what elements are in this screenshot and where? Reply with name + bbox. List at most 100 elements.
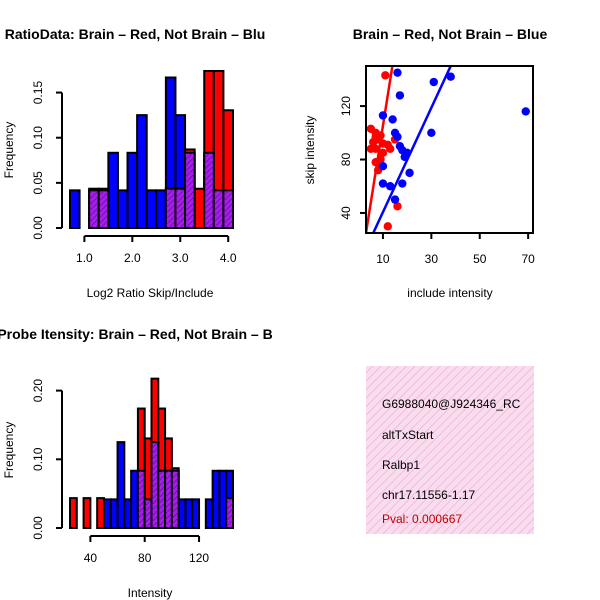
not-brain-bar — [126, 151, 139, 230]
overlap-bar-hatch — [223, 190, 233, 228]
not-brain-point — [390, 195, 400, 204]
gene-name: Ralbp1 — [382, 458, 420, 472]
probe-intensity-title: Probe Itensity: Brain – Red, Not Brain –… — [0, 326, 273, 342]
y-tick-label: 0.00 — [31, 516, 45, 540]
intensity-scatter-axes: 10 30 50 70 40 80 120 — [339, 65, 535, 266]
intensity-scatter-ylabel: skip intensity — [303, 116, 317, 185]
not-brain-bar — [69, 189, 81, 230]
y-tick-label: 80 — [339, 153, 353, 167]
brain-point — [386, 144, 395, 154]
brain-bar — [69, 497, 78, 530]
info-panel: G6988040@J924346_RC altTxStart Ralbp1 ch… — [366, 366, 534, 534]
overlap-bar-hatch — [204, 152, 214, 228]
y-tick-label: 40 — [339, 206, 353, 220]
genomic-location: chr17.11556-1.17 — [382, 488, 476, 502]
x-tick-label: 80 — [138, 551, 152, 565]
intensity-scatter-xlabel: include intensity — [407, 286, 492, 300]
ratio-histogram-ylabel: Frequency — [2, 122, 16, 179]
probe-intensity-bars — [69, 377, 234, 530]
overlap-bar-hatch — [144, 499, 152, 528]
not-brain-fit-line — [372, 66, 452, 233]
y-tick-label: 0.10 — [31, 126, 45, 150]
y-tick-label: 120 — [339, 96, 353, 116]
ratio-histogram-title: RatioData: Brain – Red, Not Brain – Blu — [5, 26, 266, 42]
x-tick-label: 120 — [189, 551, 209, 565]
probe-intensity-histogram: Probe Itensity: Brain – Red, Not Brain –… — [0, 326, 273, 600]
not-brain-bar — [155, 189, 167, 230]
not-brain-bar — [116, 441, 126, 529]
not-brain-bar — [136, 114, 148, 229]
not-brain-bar — [211, 469, 221, 529]
p-value: Pval: 0.000667 — [382, 512, 462, 526]
x-tick-label: 70 — [521, 252, 535, 266]
brain-bar — [82, 497, 92, 530]
overlap-bar-hatch — [165, 470, 172, 528]
y-tick-label: 0.20 — [31, 379, 45, 403]
probe-intensity-ylabel: Frequency — [2, 422, 16, 479]
brain-bar — [96, 497, 105, 530]
not-brain-bar — [130, 469, 139, 529]
not-brain-point — [386, 182, 395, 191]
x-tick-label: 10 — [376, 252, 390, 266]
not-brain-point — [429, 77, 438, 87]
overlap-bar-hatch — [213, 190, 224, 228]
not-brain-point — [390, 128, 400, 137]
ratio-histogram-bars — [69, 69, 234, 230]
overlap-bar-hatch — [185, 152, 195, 228]
brain-point — [383, 222, 392, 231]
overlap-bar-hatch — [158, 470, 166, 528]
not-brain-point — [405, 168, 414, 178]
brain-point — [381, 71, 390, 80]
x-tick-label: 2.0 — [124, 251, 141, 265]
probe-id: G6988040@J924346_RC — [382, 397, 521, 411]
brain-point — [378, 139, 388, 148]
overlap-bar-hatch — [175, 188, 186, 228]
not-brain-bar — [204, 498, 214, 529]
y-tick-label: 0.00 — [31, 216, 45, 240]
not-brain-bar — [107, 151, 119, 230]
overlap-bar-hatch — [98, 190, 109, 228]
not-brain-point — [402, 148, 412, 158]
not-brain-bar — [123, 498, 133, 529]
intensity-scatter-title: Brain – Red, Not Brain – Blue — [353, 26, 548, 42]
x-tick-label: 1.0 — [76, 251, 93, 265]
not-brain-point — [521, 107, 530, 116]
not-brain-bar — [109, 498, 119, 529]
brain-bar — [193, 187, 206, 229]
scatter-inner — [366, 66, 530, 233]
brain-point — [371, 144, 380, 154]
x-tick-label: 40 — [84, 551, 98, 565]
not-brain-bar — [191, 498, 201, 529]
y-tick-label: 0.05 — [31, 171, 45, 195]
not-brain-point — [388, 115, 397, 124]
not-brain-point — [398, 179, 407, 188]
not-brain-bar — [145, 189, 158, 230]
intensity-scatter-plot — [366, 66, 530, 233]
intensity-scatter: Brain – Red, Not Brain – Blue 10 30 50 70 40… — [303, 26, 547, 300]
y-tick-label: 0.10 — [31, 447, 45, 471]
x-tick-label: 3.0 — [172, 251, 189, 265]
probe-intensity-xlabel: Intensity — [128, 586, 173, 600]
brain-point — [393, 202, 402, 211]
ratio-histogram: RatioData: Brain – Red, Not Brain – Blu … — [2, 26, 265, 300]
not-brain-bar — [177, 498, 187, 529]
info-panel-hatch — [366, 366, 534, 534]
probe-intensity-axes: 40 80 120 0.00 0.10 0.20 — [31, 379, 209, 565]
overlap-bar-hatch — [165, 188, 176, 228]
not-brain-point — [378, 111, 388, 120]
ratio-histogram-xlabel: Log2 Ratio Skip/Include — [87, 286, 214, 300]
not-brain-point — [393, 68, 402, 77]
not-brain-point — [378, 179, 388, 188]
x-tick-label: 30 — [425, 252, 439, 266]
not-brain-bar — [218, 469, 228, 529]
not-brain-point — [427, 128, 436, 137]
y-tick-label: 0.15 — [31, 81, 45, 105]
not-brain-point — [378, 162, 388, 171]
brain-point — [371, 132, 380, 142]
overlap-bar-hatch — [137, 470, 145, 528]
not-brain-point — [395, 91, 405, 100]
overlap-bar-hatch — [151, 442, 159, 528]
not-brain-bar — [184, 498, 194, 529]
not-brain-bar — [116, 189, 129, 230]
